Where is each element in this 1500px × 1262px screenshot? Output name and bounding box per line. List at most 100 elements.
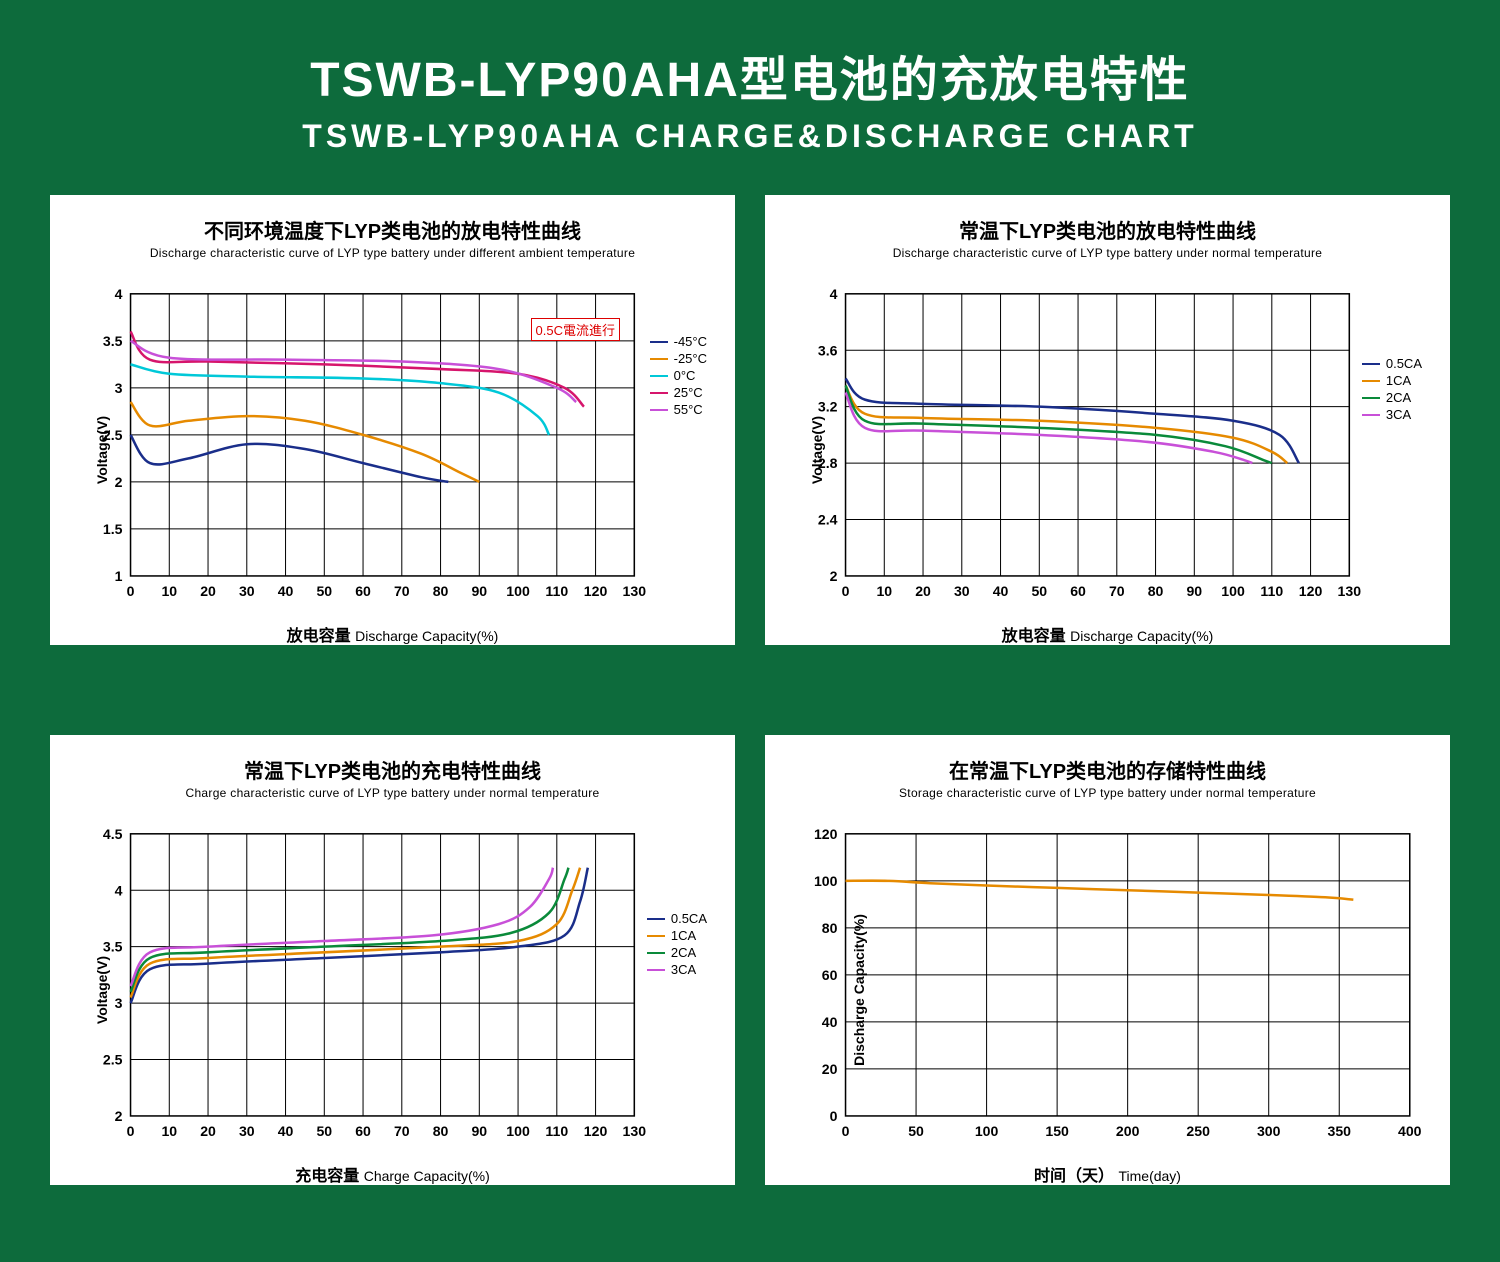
svg-text:4: 4 <box>115 286 123 302</box>
svg-text:60: 60 <box>1070 583 1086 599</box>
svg-text:70: 70 <box>394 1123 410 1139</box>
svg-text:110: 110 <box>545 1123 568 1139</box>
chart-panel-storage: 在常温下LYP类电池的存储特性曲线Storage characteristic … <box>765 735 1450 1185</box>
svg-text:30: 30 <box>954 583 970 599</box>
y-axis-label: Discharge Capacity(%) <box>851 914 867 1066</box>
series-line <box>131 402 480 482</box>
y-axis-label: Voltage(V) <box>94 956 110 1024</box>
chart-title-en: Charge characteristic curve of LYP type … <box>60 786 725 800</box>
series-line <box>846 881 1354 900</box>
svg-text:200: 200 <box>1116 1123 1140 1139</box>
svg-text:50: 50 <box>908 1123 924 1139</box>
svg-text:130: 130 <box>623 1123 647 1139</box>
series-line <box>131 868 588 1003</box>
legend-label: 55°C <box>674 402 703 417</box>
legend-item: 25°C <box>650 385 707 400</box>
svg-text:4.5: 4.5 <box>103 826 123 842</box>
svg-text:100: 100 <box>506 1123 530 1139</box>
chart-title-cn: 常温下LYP类电池的充电特性曲线 <box>60 755 725 784</box>
legend-item: 0.5CA <box>1362 356 1422 371</box>
series-line <box>131 341 577 402</box>
chart-svg: 010203040506070809010011012013011.522.53… <box>60 270 725 630</box>
svg-text:70: 70 <box>394 583 410 599</box>
svg-text:2: 2 <box>830 568 838 584</box>
legend-swatch <box>647 935 665 937</box>
chart-area: Discharge Capacity(%)0501001502002503003… <box>775 810 1440 1170</box>
legend-item: -45°C <box>650 334 707 349</box>
svg-text:70: 70 <box>1109 583 1125 599</box>
chart-area: Voltage(V)010203040506070809010011012013… <box>60 270 725 630</box>
svg-text:100: 100 <box>975 1123 999 1139</box>
svg-text:1.5: 1.5 <box>103 521 123 537</box>
svg-text:350: 350 <box>1327 1123 1351 1139</box>
svg-text:40: 40 <box>278 1123 294 1139</box>
header: TSWB-LYP90AHA型电池的充放电特性 TSWB-LYP90AHA CHA… <box>0 0 1500 185</box>
series-line <box>131 868 553 986</box>
legend-label: 0.5CA <box>1386 356 1422 371</box>
chart-legend: 0.5CA1CA2CA3CA <box>641 905 713 983</box>
svg-text:250: 250 <box>1186 1123 1210 1139</box>
svg-text:2: 2 <box>115 474 123 490</box>
chart-title-cn: 常温下LYP类电池的放电特性曲线 <box>775 215 1440 244</box>
chart-title-cn: 不同环境温度下LYP类电池的放电特性曲线 <box>60 215 725 244</box>
svg-text:80: 80 <box>433 1123 449 1139</box>
title-chinese: TSWB-LYP90AHA型电池的充放电特性 <box>0 40 1500 110</box>
svg-text:4: 4 <box>115 882 123 898</box>
legend-item: 1CA <box>1362 373 1422 388</box>
svg-text:40: 40 <box>278 583 294 599</box>
svg-text:120: 120 <box>814 826 838 842</box>
svg-text:0: 0 <box>830 1108 838 1124</box>
series-line <box>131 364 550 435</box>
svg-text:110: 110 <box>545 583 568 599</box>
svg-text:30: 30 <box>239 1123 255 1139</box>
chart-svg: 010203040506070809010011012013022.42.83.… <box>775 270 1440 630</box>
legend-swatch <box>1362 397 1380 399</box>
legend-label: -25°C <box>674 351 707 366</box>
series-line <box>131 868 569 992</box>
legend-item: 3CA <box>647 962 707 977</box>
legend-swatch <box>650 358 668 360</box>
svg-text:90: 90 <box>471 583 487 599</box>
legend-swatch <box>650 341 668 343</box>
legend-swatch <box>650 375 668 377</box>
y-axis-label: Voltage(V) <box>809 416 825 484</box>
svg-text:10: 10 <box>161 1123 177 1139</box>
chart-panel-rate-charge: 常温下LYP类电池的充电特性曲线 Charge characteristic cu… <box>50 735 735 1185</box>
chart-title-en: Discharge characteristic curve of LYP ty… <box>60 246 725 260</box>
svg-text:80: 80 <box>1148 583 1164 599</box>
legend-label: 2CA <box>1386 390 1411 405</box>
svg-text:120: 120 <box>584 1123 608 1139</box>
svg-text:130: 130 <box>1338 583 1362 599</box>
svg-text:40: 40 <box>822 1014 838 1030</box>
chart-area: Voltage(V)010203040506070809010011012013… <box>60 810 725 1170</box>
chart-legend: -45°C-25°C0°C25°C55°C <box>644 328 713 423</box>
series-line <box>846 378 1299 463</box>
title-english: TSWB-LYP90AHA CHARGE&DISCHARGE CHART <box>0 118 1500 155</box>
svg-text:3.5: 3.5 <box>103 939 123 955</box>
legend-swatch <box>1362 414 1380 416</box>
svg-text:30: 30 <box>239 583 255 599</box>
legend-swatch <box>1362 363 1380 365</box>
y-axis-label: Voltage(V) <box>94 416 110 484</box>
legend-label: -45°C <box>674 334 707 349</box>
svg-text:300: 300 <box>1257 1123 1281 1139</box>
svg-text:0: 0 <box>842 1123 850 1139</box>
svg-text:80: 80 <box>433 583 449 599</box>
svg-text:150: 150 <box>1045 1123 1069 1139</box>
legend-swatch <box>650 392 668 394</box>
svg-text:110: 110 <box>1260 583 1283 599</box>
svg-text:130: 130 <box>623 583 647 599</box>
chart-grid: 不同环境温度下LYP类电池的放电特性曲线 Discharge characteri… <box>0 185 1500 1225</box>
svg-text:50: 50 <box>316 583 332 599</box>
chart-note: 0.5C電流進行 <box>531 318 620 341</box>
svg-text:0: 0 <box>127 1123 135 1139</box>
svg-text:20: 20 <box>915 583 931 599</box>
svg-text:20: 20 <box>822 1061 838 1077</box>
legend-label: 2CA <box>671 945 696 960</box>
svg-text:3: 3 <box>115 380 123 396</box>
svg-text:20: 20 <box>200 1123 216 1139</box>
legend-label: 3CA <box>671 962 696 977</box>
svg-text:400: 400 <box>1398 1123 1422 1139</box>
chart-panel-rate-discharge: 常温下LYP类电池的放电特性曲线Discharge characteristic… <box>765 195 1450 645</box>
chart-title-cn: 在常温下LYP类电池的存储特性曲线 <box>775 755 1440 784</box>
